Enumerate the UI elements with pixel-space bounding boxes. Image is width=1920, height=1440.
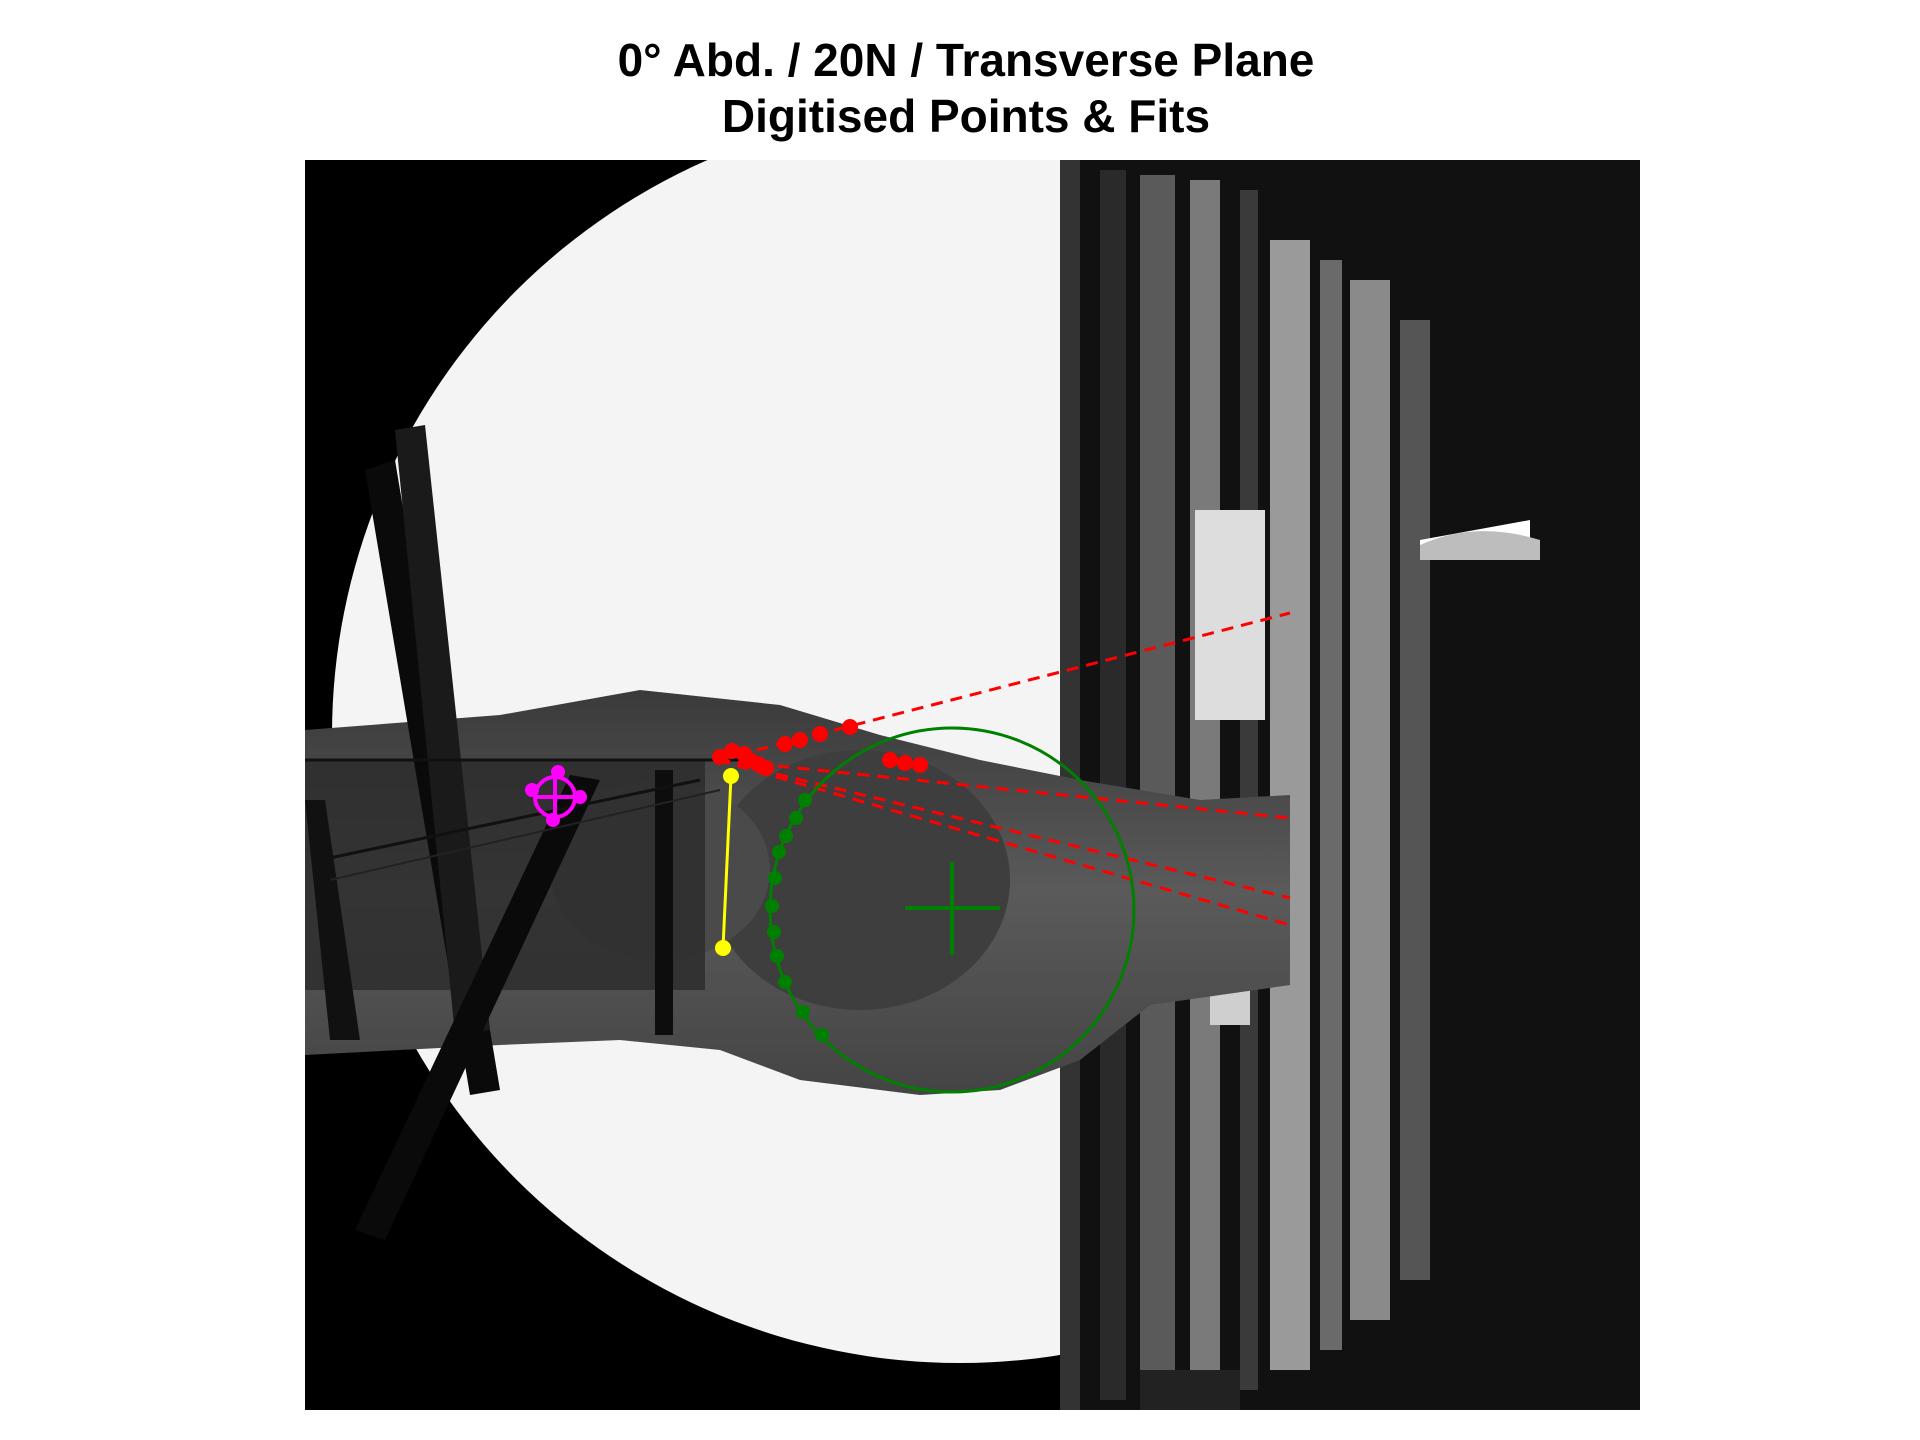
fiber-point <box>812 726 828 742</box>
glenoid-point <box>723 768 739 784</box>
fiber-point <box>792 732 808 748</box>
support-rod <box>355 775 600 1240</box>
fiber-fit-line <box>717 758 1291 900</box>
fiber-fits <box>717 611 1291 927</box>
head-point <box>779 829 793 843</box>
head-point <box>798 793 812 807</box>
fiber-points <box>712 719 928 776</box>
head-point <box>772 845 786 859</box>
marker-point <box>525 783 539 797</box>
marker-point <box>551 765 565 779</box>
marker-point <box>546 813 560 827</box>
head-point <box>767 925 781 939</box>
head-point <box>789 811 803 825</box>
head-point <box>778 975 792 989</box>
fiber-point <box>724 743 740 759</box>
title-line-1: 0° Abd. / 20N / Transverse Plane <box>617 34 1315 86</box>
fiber-point <box>777 736 793 752</box>
humeral-head <box>710 750 1010 1010</box>
glenoid-point <box>715 940 731 956</box>
figure-title: 0° Abd. / 20N / Transverse Plane Digitis… <box>0 32 1920 144</box>
humeral-head-fit <box>765 726 1136 1094</box>
fiber-point <box>897 755 913 771</box>
head-point <box>796 1005 810 1019</box>
head-point <box>815 1028 829 1042</box>
title-line-2: Digitised Points & Fits <box>721 90 1211 142</box>
fiber-point <box>912 757 928 773</box>
reference-marker <box>525 765 587 827</box>
fiber-point <box>758 760 774 776</box>
head-point <box>768 871 782 885</box>
glenoid-segment <box>721 775 733 949</box>
fiber-point <box>842 719 858 735</box>
marker-point <box>573 790 587 804</box>
glenoid-line <box>715 768 739 956</box>
head-points <box>765 793 829 1042</box>
fiber-point <box>882 752 898 768</box>
head-point <box>765 899 779 913</box>
fiber-point <box>712 749 728 765</box>
head-point <box>770 949 784 963</box>
xray-image <box>305 160 1640 1410</box>
fiber-fit-line <box>717 758 1291 820</box>
